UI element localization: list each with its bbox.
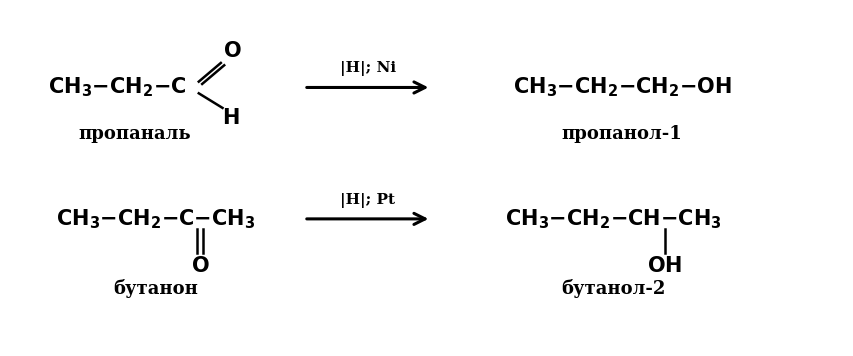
Text: бутанон: бутанон xyxy=(113,279,198,298)
Text: $\mathbf{CH_3{-}CH_2{-}CH_2{-}OH}$: $\mathbf{CH_3{-}CH_2{-}CH_2{-}OH}$ xyxy=(512,76,731,99)
Text: $\mathbf{H}$: $\mathbf{H}$ xyxy=(222,109,240,129)
Text: $\mathbf{OH}$: $\mathbf{OH}$ xyxy=(647,256,682,276)
Text: бутанол-2: бутанол-2 xyxy=(560,279,665,298)
Text: $\mathbf{CH_3{-}CH_2{-}CH{-}CH_3}$: $\mathbf{CH_3{-}CH_2{-}CH{-}CH_3}$ xyxy=(505,207,722,231)
Text: |H|; Pt: |H|; Pt xyxy=(339,193,395,208)
Text: |H|; Ni: |H|; Ni xyxy=(339,61,395,76)
Text: $\mathbf{CH_3{-}CH_2{-}C{-}CH_3}$: $\mathbf{CH_3{-}CH_2{-}C{-}CH_3}$ xyxy=(55,207,255,231)
Text: пропанол-1: пропанол-1 xyxy=(561,125,682,143)
Text: $\mathbf{O}$: $\mathbf{O}$ xyxy=(191,256,210,276)
Text: $\mathbf{O}$: $\mathbf{O}$ xyxy=(223,41,241,61)
Text: пропаналь: пропаналь xyxy=(78,125,190,143)
Text: $\mathbf{CH_3{-}CH_2{-}C}$: $\mathbf{CH_3{-}CH_2{-}C}$ xyxy=(48,76,186,99)
